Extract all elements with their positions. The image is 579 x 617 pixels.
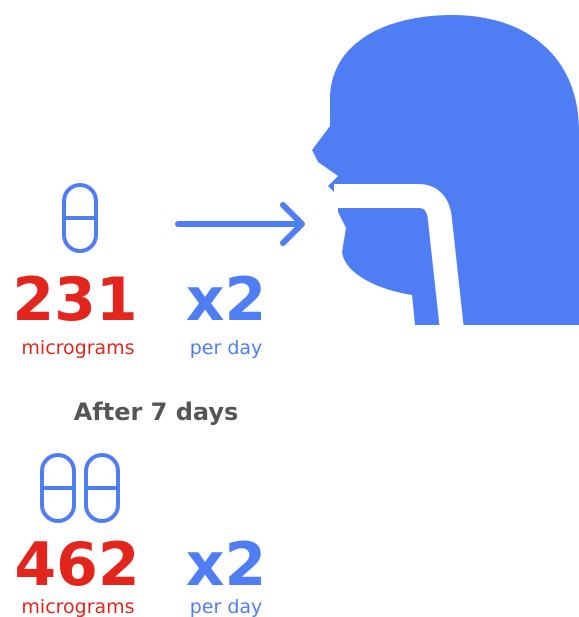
- capsule: [64, 185, 96, 251]
- arrow: [178, 205, 302, 243]
- dose-amount: 462: [14, 530, 139, 600]
- dose-unit: micrograms: [21, 596, 134, 617]
- dose-times: x2: [186, 265, 266, 335]
- dose-frequency: per day: [190, 337, 263, 359]
- dose-times: x2: [186, 530, 266, 600]
- capsule: [42, 455, 74, 521]
- capsule: [86, 455, 118, 521]
- dose-amount: 231: [12, 265, 137, 335]
- dose-frequency: per day: [190, 596, 263, 617]
- infographic: 231 micrograms x2 per day After 7 days 4…: [0, 0, 579, 617]
- dose-unit: micrograms: [21, 337, 134, 359]
- heading: After 7 days: [74, 398, 239, 426]
